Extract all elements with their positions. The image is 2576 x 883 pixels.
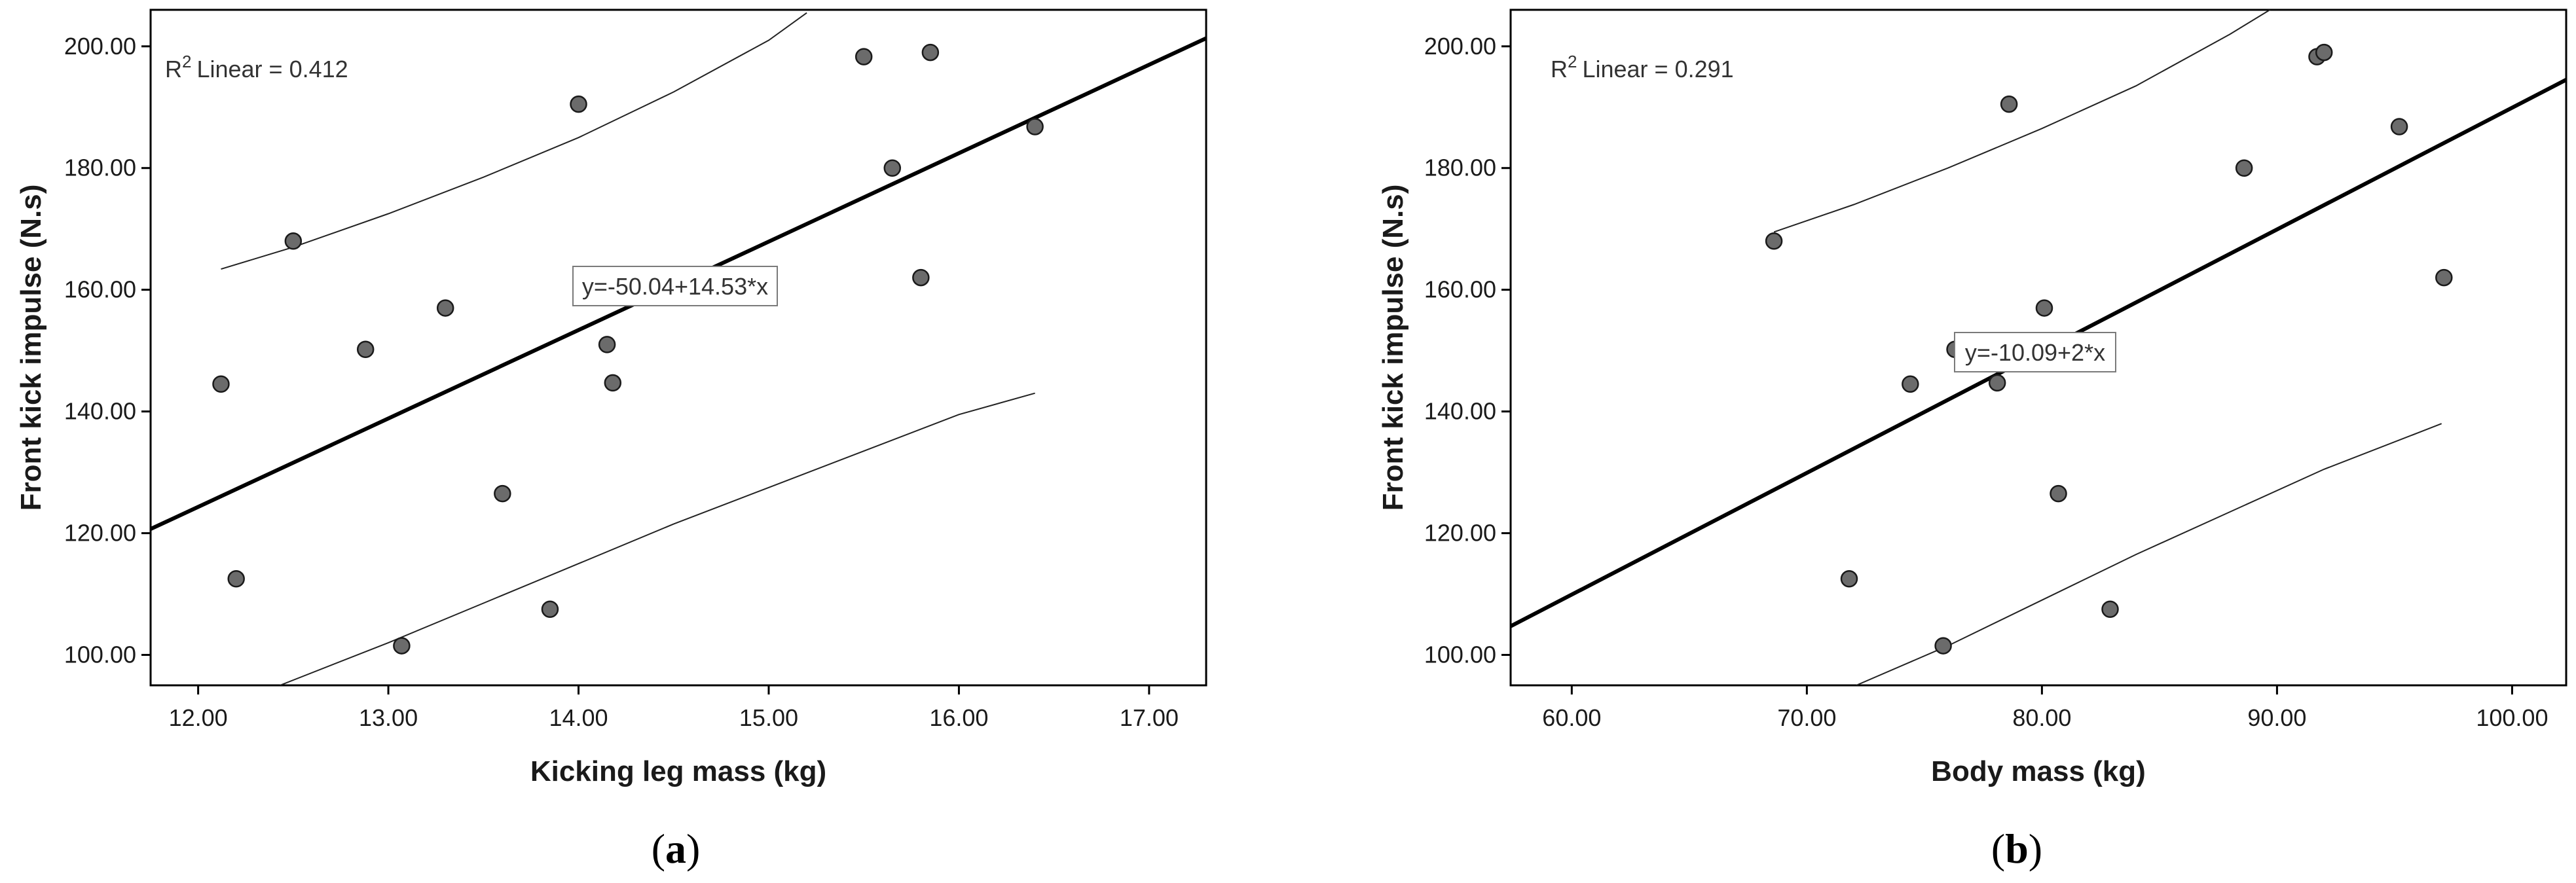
- x-tick-label: 12.00: [169, 704, 228, 731]
- y-tick-label: 160.00: [1424, 276, 1496, 303]
- data-point: [2235, 159, 2253, 177]
- x-tick-label: 100.00: [2476, 704, 2548, 731]
- panel-label: (a): [652, 825, 701, 872]
- r-squared-label: R2 Linear = 0.412: [165, 52, 348, 82]
- plot-area-a: [151, 12, 1206, 685]
- chart-panel-a: 100.00 120.00 140.00 160.00 180.00 200.00 12.0…: [15, 9, 1207, 872]
- x-tick-label: 15.00: [739, 704, 798, 731]
- y-axis-title: Front kick impulse (N.s): [1377, 185, 1409, 511]
- x-tick-label: 60.00: [1542, 704, 1601, 731]
- data-point: [494, 484, 511, 503]
- y-tick-label: 100.00: [1424, 641, 1496, 668]
- data-point: [2000, 95, 2018, 113]
- y-tick-label: 100.00: [64, 641, 136, 668]
- y-tick-label: 200.00: [64, 33, 136, 60]
- y-tick-label: 140.00: [64, 398, 136, 425]
- r-squared-value: Linear = 0.291: [1582, 56, 1733, 82]
- x-tick-label: 13.00: [359, 704, 418, 731]
- x-tick-label: 70.00: [1777, 704, 1836, 731]
- x-axis-title: Body mass (kg): [1931, 755, 2146, 787]
- data-point: [2035, 299, 2053, 317]
- data-point: [855, 48, 873, 65]
- y-axis-title: Front kick impulse (N.s): [15, 185, 47, 511]
- plot-frame-b: [1509, 9, 2567, 687]
- data-point: [356, 340, 375, 359]
- panel-letter: b: [2005, 825, 2029, 872]
- data-point: [1902, 375, 1919, 393]
- x-tick-label: 16.00: [929, 704, 988, 731]
- data-point: [598, 336, 616, 353]
- data-point: [1765, 232, 1783, 250]
- data-point: [883, 159, 902, 177]
- data-point: [570, 95, 587, 113]
- x-tick-label: 17.00: [1120, 704, 1179, 731]
- ci-upper-curve: [1773, 10, 2271, 233]
- data-point: [1988, 374, 2006, 392]
- data-point: [604, 374, 622, 392]
- data-point: [284, 232, 303, 250]
- data-point: [1026, 118, 1044, 135]
- r-squared-label: R2 Linear = 0.291: [1551, 52, 1734, 82]
- ci-lower-curve: [1856, 423, 2442, 685]
- y-tick-label: 200.00: [1424, 33, 1496, 60]
- data-point: [2101, 600, 2119, 619]
- ci-upper-curve: [221, 12, 807, 270]
- data-point: [436, 299, 454, 317]
- x-axis-title: Kicking leg mass (kg): [530, 755, 826, 787]
- data-point: [2050, 484, 2067, 503]
- equation-label: y=-10.09+2*x: [1965, 339, 2105, 366]
- chart-panel-b: 100.00 120.00 140.00 160.00 180.00 200.00 60.0…: [1377, 9, 2567, 872]
- plot-frame-a: [149, 9, 1207, 687]
- data-point: [1934, 637, 1952, 655]
- y-tick-label: 180.00: [1424, 154, 1496, 181]
- ci-lower-curve: [280, 392, 1035, 685]
- data-point: [227, 570, 245, 588]
- data-point: [912, 268, 930, 287]
- x-tick-label: 90.00: [2247, 704, 2306, 731]
- data-point: [921, 43, 940, 62]
- data-point: [2390, 118, 2408, 135]
- y-tick-label: 120.00: [64, 520, 136, 547]
- y-tick-label: 160.00: [64, 276, 136, 303]
- data-point: [2435, 268, 2453, 287]
- equation-box: [1954, 332, 2116, 372]
- equation-label: y=-50.04+14.53*x: [582, 273, 768, 300]
- y-tick-label: 120.00: [1424, 520, 1496, 547]
- r-squared-value: Linear = 0.412: [196, 56, 348, 82]
- panel-letter: a: [665, 825, 686, 872]
- x-tick-label: 80.00: [2012, 704, 2071, 731]
- data-point: [1840, 570, 1858, 588]
- panel-label: (b): [1991, 825, 2042, 872]
- data-point: [393, 637, 411, 655]
- data-point: [541, 600, 559, 619]
- data-point: [212, 375, 230, 393]
- equation-box: [572, 266, 778, 306]
- data-point: [2315, 43, 2333, 62]
- y-tick-label: 140.00: [1424, 398, 1496, 425]
- x-tick-label: 14.00: [549, 704, 608, 731]
- y-tick-label: 180.00: [64, 154, 136, 181]
